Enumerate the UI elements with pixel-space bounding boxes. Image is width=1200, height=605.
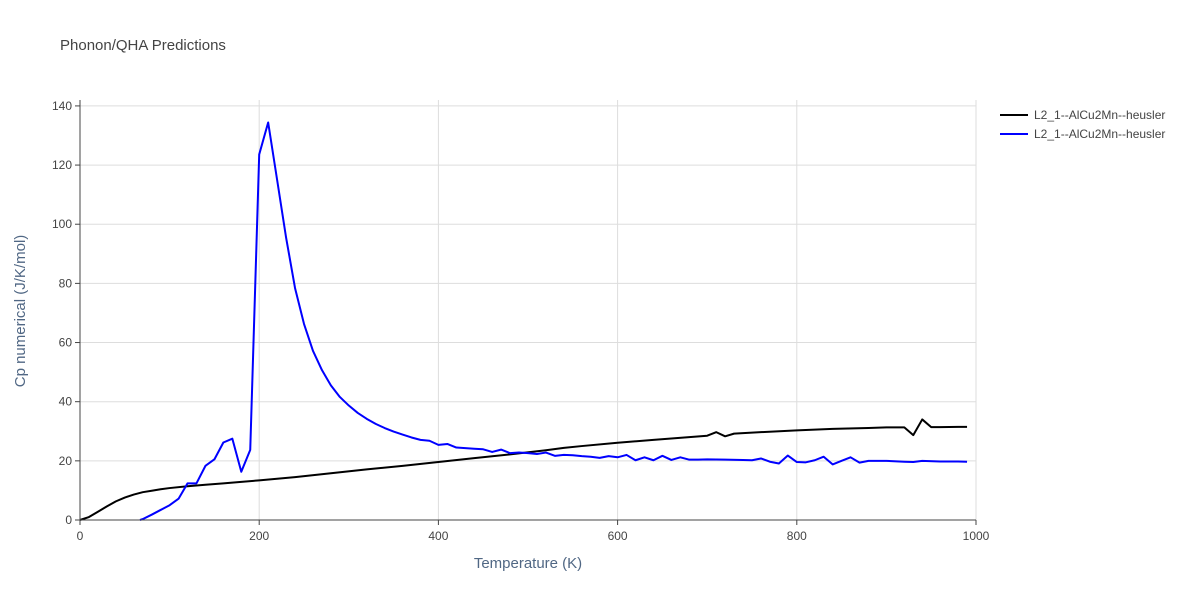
- grid-layer: [80, 100, 977, 520]
- legend-label-1: L2_1--AlCu2Mn--heusler: [1034, 108, 1165, 122]
- y-tick-label: 20: [59, 454, 73, 468]
- legend-label-2: L2_1--AlCu2Mn--heusler: [1034, 127, 1165, 141]
- series-layer: [79, 121, 968, 521]
- x-tick-label: 600: [608, 529, 628, 543]
- x-axis-label: Temperature (K): [474, 555, 582, 572]
- legend: L2_1--AlCu2Mn--heusler L2_1--AlCu2Mn--heu…: [1000, 108, 1165, 141]
- series-line-2: [139, 121, 968, 521]
- x-tick-label: 1000: [963, 529, 990, 543]
- y-tick-label: 140: [52, 99, 72, 113]
- series-line-1: [79, 418, 968, 521]
- x-tick-label: 0: [77, 529, 84, 543]
- y-tick-label: 80: [59, 276, 73, 290]
- y-tick-label: 120: [52, 158, 72, 172]
- x-tick-label: 400: [428, 529, 448, 543]
- y-tick-label: 0: [65, 513, 72, 527]
- tick-layer: 0 200 400 600 800 1000 0 20 40 60 80 100 120 140: [52, 99, 990, 543]
- x-tick-label: 200: [249, 529, 269, 543]
- y-tick-label: 60: [59, 336, 73, 350]
- chart-title: Phonon/QHA Predictions: [60, 37, 226, 54]
- y-tick-label: 100: [52, 217, 72, 231]
- x-tick-label: 800: [787, 529, 807, 543]
- y-tick-label: 40: [59, 395, 73, 409]
- y-axis-label: Cp numerical (J/K/mol): [12, 235, 29, 388]
- axis-layer: [79, 100, 976, 521]
